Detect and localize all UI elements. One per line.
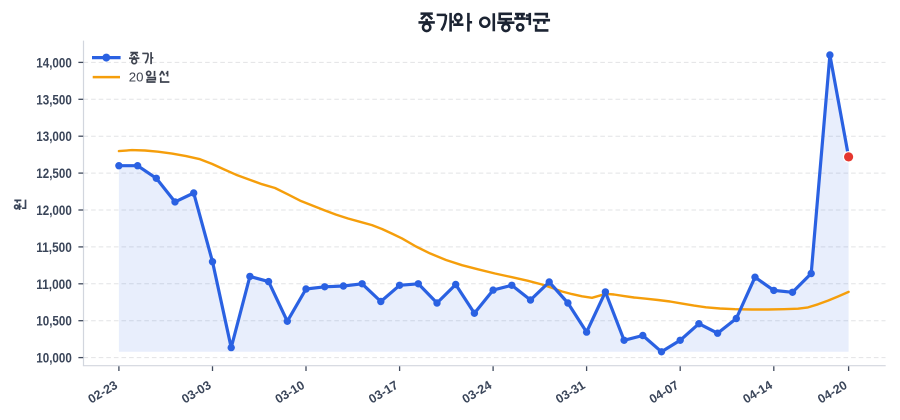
svg-text:04-14: 04-14 (740, 378, 774, 406)
svg-text:03-17: 03-17 (366, 378, 400, 406)
svg-text:13,500: 13,500 (36, 92, 72, 107)
svg-text:04-07: 04-07 (647, 378, 681, 406)
svg-text:12,500: 12,500 (36, 166, 72, 181)
svg-text:03-03: 03-03 (179, 378, 213, 406)
svg-text:03-31: 03-31 (553, 378, 587, 406)
svg-text:03-10: 03-10 (273, 378, 307, 406)
svg-text:02-23: 02-23 (86, 378, 120, 406)
svg-text:10,500: 10,500 (36, 314, 72, 329)
svg-text:04-20: 04-20 (815, 378, 849, 406)
svg-text:11,000: 11,000 (36, 277, 72, 292)
svg-text:12,000: 12,000 (36, 203, 72, 218)
svg-text:14,000: 14,000 (36, 55, 72, 70)
svg-text:10,000: 10,000 (36, 351, 72, 366)
svg-text:03-24: 03-24 (460, 378, 494, 406)
svg-text:13,000: 13,000 (36, 129, 72, 144)
svg-text:20: 20 (129, 70, 144, 85)
svg-text:11,500: 11,500 (36, 240, 72, 255)
